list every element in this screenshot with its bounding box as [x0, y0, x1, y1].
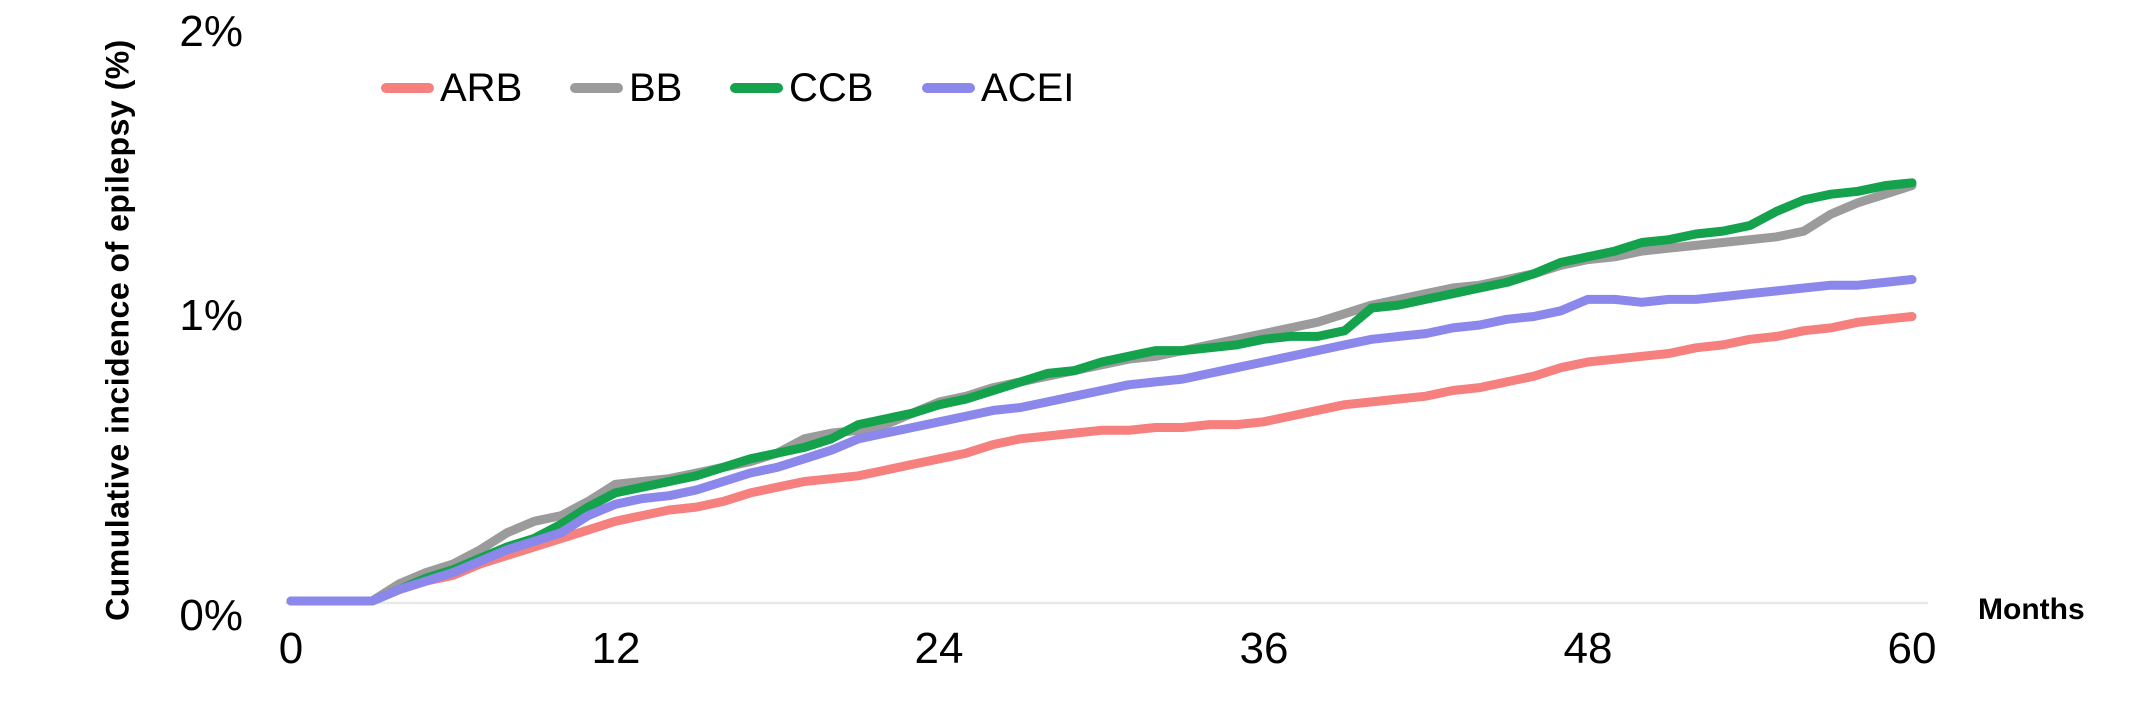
y-tick-1pct: 1%	[179, 291, 243, 340]
x-tick-0: 0	[278, 624, 304, 673]
legend-label-acei: ACEI	[981, 66, 1075, 110]
legend-swatch-acei	[922, 83, 975, 93]
y-tick-0pct: 0%	[179, 591, 243, 640]
legend-label-bb: BB	[629, 66, 683, 110]
x-tick-48: 48	[1563, 624, 1613, 673]
legend-swatch-bb	[570, 83, 623, 93]
series-line-ccb	[286, 178, 1917, 606]
y-tick-2pct: 2%	[179, 7, 243, 56]
x-tick-36: 36	[1239, 624, 1289, 673]
legend: ARB BB CCB ACEI	[0, 66, 2134, 110]
series-line-arb	[286, 312, 1917, 606]
legend-item-bb: BB	[570, 66, 682, 110]
legend-swatch-ccb	[730, 83, 783, 93]
x-tick-12: 12	[591, 624, 641, 673]
x-tick-60: 60	[1887, 624, 1937, 673]
x-tick-24: 24	[914, 624, 964, 673]
legend-item-ccb: CCB	[730, 66, 873, 110]
legend-label-arb: ARB	[440, 66, 523, 110]
legend-item-acei: ACEI	[922, 66, 1074, 110]
legend-item-arb: ARB	[381, 66, 522, 110]
x-axis-title: Months	[1978, 593, 2085, 626]
legend-swatch-arb	[381, 83, 434, 93]
legend-label-ccb: CCB	[789, 66, 874, 110]
series-line-acei	[286, 275, 1917, 606]
